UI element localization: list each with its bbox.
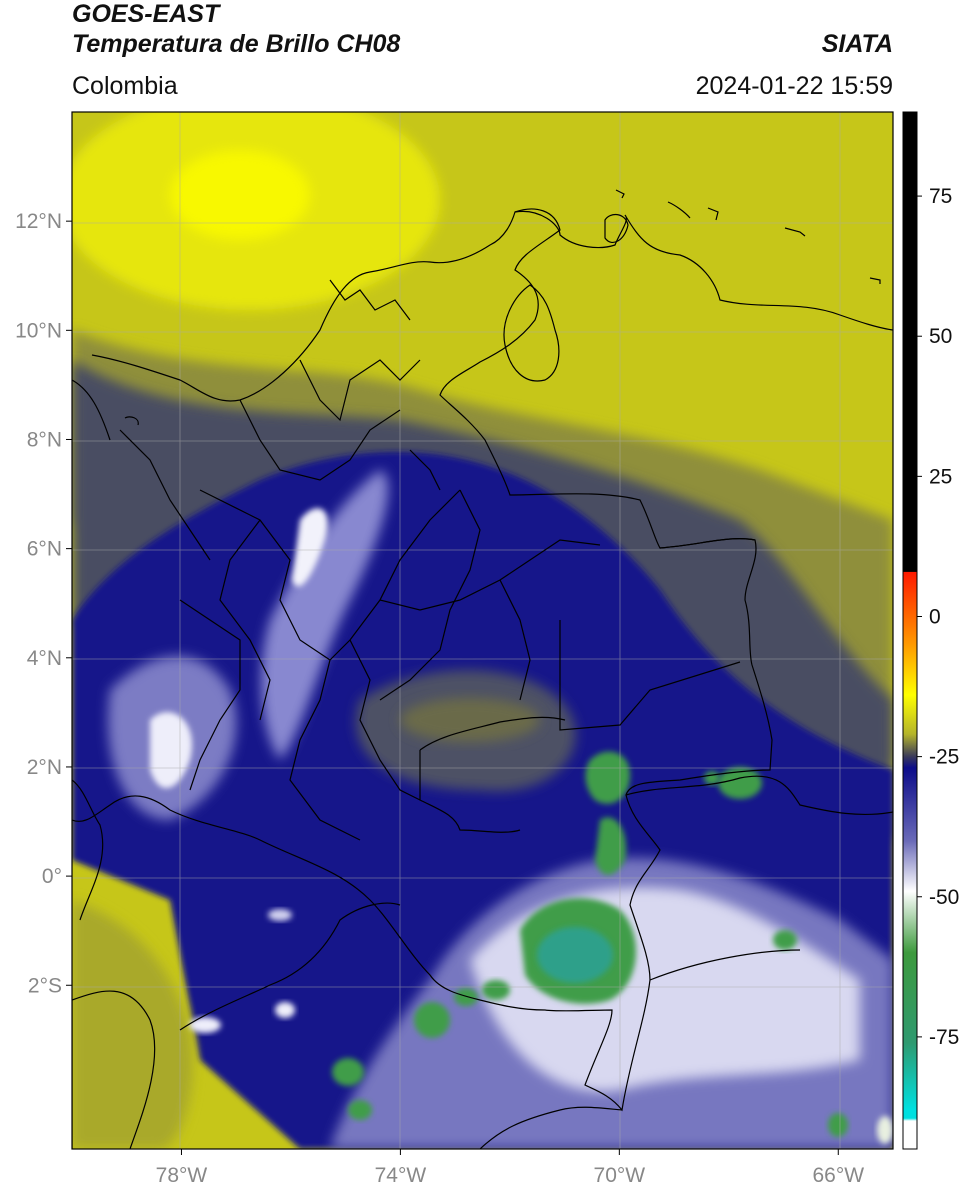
lat-tick-label: 0° — [42, 865, 62, 888]
lon-tick-label: 78°W — [156, 1164, 208, 1187]
country-borders — [72, 189, 893, 1149]
datetime-label: 2024-01-22 15:59 — [695, 72, 893, 100]
lat-tick-label: 4°N — [27, 647, 62, 670]
agency-label: SIATA — [821, 30, 893, 58]
satellite-title: GOES-EAST — [72, 0, 220, 28]
lat-tick-label: 8°N — [27, 428, 62, 451]
lon-tick-label: 66°W — [812, 1164, 864, 1187]
colorbar-tick-label: 50 — [929, 325, 952, 348]
lat-tick-label: 6°N — [27, 538, 62, 561]
product-title: Temperatura de Brillo CH08 — [72, 30, 401, 58]
lon-tick-label: 70°W — [594, 1164, 646, 1187]
colorbar-tick-label: 75 — [929, 185, 952, 208]
latitude-axis: 12°N 10°N 8°N 6°N 4°N 2°N 0° 2°S — [15, 210, 72, 997]
colorbar-scale — [903, 112, 917, 1149]
colorbar-tick-label: -25 — [929, 746, 959, 769]
lat-tick-label: 12°N — [15, 210, 62, 233]
colorbar: 75 50 25 0 -25 -50 -75 — [902, 111, 959, 1150]
map-frame — [71, 111, 894, 1150]
colorbar-frame — [902, 111, 918, 1150]
lon-tick-label: 74°W — [375, 1164, 427, 1187]
colorbar-tick-label: -50 — [929, 886, 959, 909]
satellite-imagery — [72, 112, 893, 1149]
colorbar-tick-label: 25 — [929, 465, 952, 488]
longitude-axis: 78°W 74°W 70°W 66°W — [156, 1149, 864, 1187]
colorbar-tick-label: 0 — [929, 605, 941, 628]
lat-tick-label: 2°S — [28, 974, 62, 997]
lat-tick-label: 10°N — [15, 319, 62, 342]
lat-tick-label: 2°N — [27, 756, 62, 779]
colorbar-ticks: 75 50 25 0 -25 -50 -75 — [917, 185, 959, 1049]
colorbar-tick-label: -75 — [929, 1026, 959, 1049]
gridlines — [72, 112, 893, 1149]
region-label: Colombia — [72, 72, 178, 100]
